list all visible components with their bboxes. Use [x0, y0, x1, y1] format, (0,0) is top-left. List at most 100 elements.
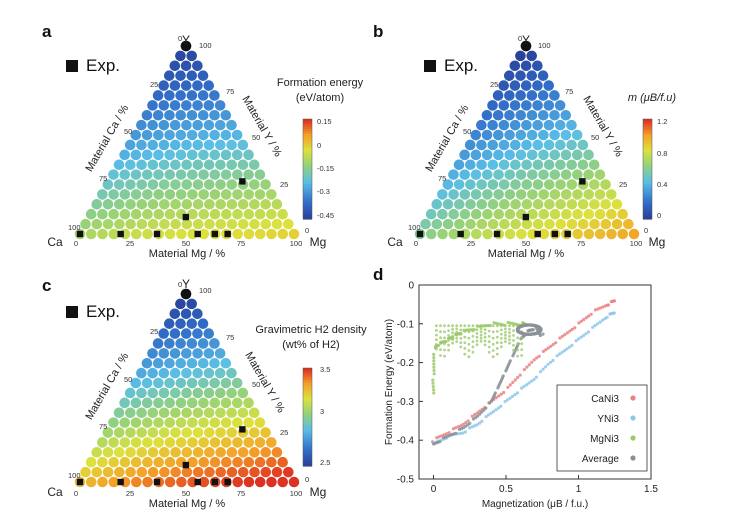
ternary-cell — [141, 129, 153, 141]
ternary-cell — [204, 447, 215, 458]
ternary-cell — [555, 179, 566, 190]
ternary-cell — [119, 149, 130, 161]
ternary-cell — [164, 129, 175, 141]
scatter-point-yni3 — [503, 399, 507, 404]
colorbar-segment — [643, 201, 652, 205]
tick-bottom-100-b: 100 — [630, 239, 643, 248]
ternary-cell — [164, 149, 175, 161]
colorbar-segment — [303, 179, 312, 183]
ternary-cell — [198, 417, 209, 428]
ternary-cell — [85, 228, 97, 240]
ternary-cell — [526, 90, 538, 101]
ternary-cell — [198, 169, 209, 180]
tick-right-50-b: 50 — [591, 133, 599, 142]
ternary-cell — [187, 417, 198, 428]
colorbar-segment — [303, 191, 312, 195]
colorbar-segment — [643, 159, 652, 163]
exp-point-top — [180, 40, 192, 52]
ternary-cell — [232, 476, 243, 488]
ternary-cell — [499, 199, 510, 210]
ternary-cell — [420, 218, 431, 230]
exp-marker-icon — [66, 60, 78, 72]
ternary-cell — [169, 60, 181, 72]
scatter-point-mgni3 — [463, 347, 467, 350]
ternary-cell — [493, 149, 504, 161]
scatter-point-mgni3 — [471, 334, 475, 338]
exp-point — [76, 478, 84, 486]
tick-left-75-c: 75 — [99, 422, 107, 431]
ternary-cell — [470, 189, 482, 200]
corner-label-y-c: Y — [182, 277, 190, 291]
ternary-cell — [130, 437, 142, 448]
ternary-cell — [243, 476, 255, 488]
scatter-point-mgni3 — [463, 352, 467, 356]
ternary-cell — [532, 119, 543, 131]
ternary-cell — [243, 189, 255, 200]
legend-marker-yni3 — [630, 415, 636, 421]
ternary-cell — [136, 447, 148, 458]
ternary-cell — [442, 218, 454, 230]
scatter-point-mgni3 — [475, 335, 479, 339]
ternary-cell — [509, 80, 521, 91]
scatter-point-yni3 — [541, 367, 545, 371]
ternary-cell — [215, 387, 226, 399]
scatter-point-mgni3 — [516, 354, 519, 358]
scatter-point-mgni3 — [451, 331, 454, 335]
scatter-point-cani3 — [445, 432, 449, 436]
scatter-point-mgni3 — [455, 337, 459, 340]
scatter-point-mgni3 — [483, 339, 487, 343]
colorbar-segment — [303, 144, 312, 148]
ternary-cell — [237, 159, 249, 171]
ternary-cell — [271, 199, 283, 210]
ternary-cell — [158, 179, 170, 190]
ternary-cell — [169, 139, 181, 151]
scatter-point-mgni3 — [512, 324, 515, 328]
ternary-cell — [197, 90, 209, 101]
ternary-cell — [198, 437, 209, 448]
scatter-point-yni3 — [527, 381, 531, 385]
ternary-cell — [504, 129, 515, 141]
ternary-cell — [209, 109, 220, 121]
ternary-cell — [169, 100, 181, 111]
ternary-grid-a — [74, 40, 300, 240]
scatter-point-mgni3 — [459, 341, 463, 344]
x-tick-label-d: 1 — [576, 484, 582, 495]
scatter-point-mgni3 — [475, 343, 479, 347]
ternary-cell — [583, 149, 594, 161]
scatter-point-mgni3 — [483, 343, 487, 347]
exp-point — [534, 230, 541, 238]
x-tick-label-d: 0.5 — [499, 484, 513, 495]
scatter-point-cani3 — [560, 334, 565, 338]
ternary-cell — [192, 387, 204, 399]
colorbar-segment — [643, 196, 652, 200]
ternary-cell — [237, 139, 249, 151]
scatter-point-mgni3 — [451, 324, 454, 328]
ternary-cell — [192, 407, 204, 419]
scatter-point-cani3 — [596, 307, 600, 311]
ternary-cell — [141, 109, 153, 121]
ternary-cell — [577, 199, 589, 210]
ternary-cell — [266, 476, 277, 488]
ternary-cell — [181, 466, 193, 478]
ternary-cell — [153, 377, 164, 389]
scatter-point-mgni3 — [495, 341, 499, 345]
ternary-cell — [169, 308, 181, 320]
ternary-cell — [192, 328, 203, 339]
colorbar-segment — [643, 216, 652, 220]
ternary-cell — [175, 338, 186, 349]
ternary-cell — [470, 208, 482, 220]
colorbar-segment — [303, 441, 312, 445]
scatter-point-mgni3 — [479, 336, 483, 340]
y-tick-label-d: -0.5 — [397, 475, 415, 486]
colorbar-title-c: Gravimetric H2 density — [255, 324, 367, 336]
tick-bottom-50-b: 50 — [522, 239, 530, 248]
ternary-cell — [175, 149, 187, 161]
scatter-point-yni3 — [461, 431, 465, 435]
ternary-cell — [203, 139, 215, 151]
scatter-point-cani3 — [584, 316, 588, 320]
scatter-point-cani3 — [563, 333, 567, 337]
scatter-point-cani3 — [516, 375, 520, 380]
ternary-cell — [169, 348, 181, 359]
scatter-point-mgni3 — [512, 343, 515, 347]
corner-label-y-b: Y — [522, 33, 530, 47]
